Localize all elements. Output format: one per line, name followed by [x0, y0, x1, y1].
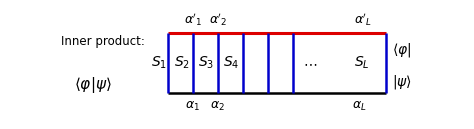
Text: $\alpha_1$: $\alpha_1$	[185, 100, 200, 113]
Text: $\alpha_L$: $\alpha_L$	[352, 100, 366, 113]
Text: $S_L$: $S_L$	[355, 55, 370, 71]
Text: $\langle\varphi|\psi\rangle$: $\langle\varphi|\psi\rangle$	[74, 75, 112, 95]
Text: $\alpha'_2$: $\alpha'_2$	[209, 12, 227, 28]
Text: Inner product:: Inner product:	[61, 35, 145, 48]
Text: $\cdots$: $\cdots$	[302, 56, 317, 70]
Text: $\alpha_2$: $\alpha_2$	[210, 100, 225, 113]
Text: $\alpha'_1$: $\alpha'_1$	[183, 12, 202, 28]
Text: $S_1$: $S_1$	[151, 55, 167, 71]
Text: $|\psi\rangle$: $|\psi\rangle$	[392, 73, 412, 91]
Text: $S_4$: $S_4$	[223, 55, 239, 71]
Text: $S_2$: $S_2$	[174, 55, 190, 71]
Text: $\alpha'_L$: $\alpha'_L$	[354, 12, 372, 28]
Text: $S_3$: $S_3$	[198, 55, 214, 71]
Text: $\langle\varphi|$: $\langle\varphi|$	[392, 41, 411, 59]
